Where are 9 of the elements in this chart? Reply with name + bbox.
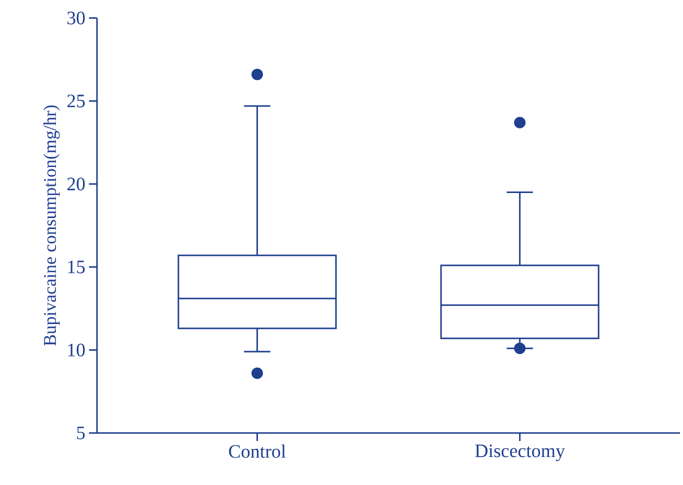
y-tick-label: 15 xyxy=(68,260,85,274)
y-tick-label: 30 xyxy=(67,12,85,24)
x-tick-label: Discectomy xyxy=(475,444,565,462)
y-tick-label: 10 xyxy=(68,344,85,356)
y-axis-title: Bupivacaine consumption(mg/hr) xyxy=(43,105,60,346)
y-tick-label: 5 xyxy=(77,426,85,440)
x-tick-label: Control xyxy=(229,444,286,458)
y-tick-label: 20 xyxy=(67,178,85,190)
y-tick-label: 25 xyxy=(67,94,85,108)
